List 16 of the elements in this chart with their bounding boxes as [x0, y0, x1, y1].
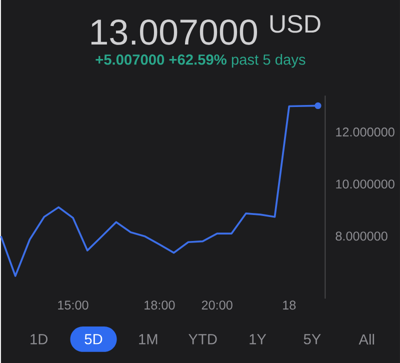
chart-title: 13.007000 $^{USD}$ [91, 14, 320, 45]
text: 5Y [304, 334, 321, 344]
chart-subtitle: +5.007000 +62.59% past 5 days [96, 54, 306, 68]
text: 5D [84, 334, 102, 344]
y-tick-label: 8.000000 [336, 232, 388, 241]
x-tick-label: 15:00 [58, 300, 88, 310]
x-tick-label: 18 [283, 300, 296, 310]
y-tick-label: 12.000000 [336, 127, 394, 136]
text: 1M [139, 334, 158, 344]
text: 1D [30, 334, 48, 344]
x-tick-label: 18:00 [144, 300, 175, 310]
text: All [358, 334, 374, 344]
y-tick-label: 10.000000 [336, 180, 394, 188]
x-tick-label: 20:00 [202, 300, 232, 310]
text: 1Y [250, 334, 266, 344]
text: YTD [188, 334, 217, 344]
